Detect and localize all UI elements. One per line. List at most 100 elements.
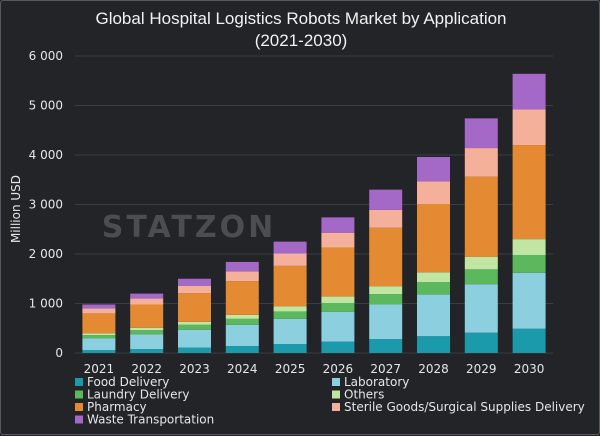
- x-tick-label: 2025: [275, 362, 306, 376]
- legend-entry: Pharmacy: [87, 400, 147, 414]
- x-tick-label: 2029: [466, 362, 497, 376]
- bar-segment: [417, 272, 450, 283]
- legend-swatch: [332, 403, 340, 411]
- bar-segment: [369, 227, 403, 287]
- legend-entry: Laboratory: [344, 375, 409, 389]
- bar-segment: [417, 336, 450, 353]
- legend-swatch: [75, 403, 83, 411]
- bars: [82, 73, 546, 353]
- y-tick-label: 1 000: [29, 297, 63, 311]
- y-axis-title: Million USD: [9, 175, 23, 243]
- bar-segment: [464, 148, 498, 177]
- bar-segment: [273, 265, 307, 307]
- y-axis-ticks: 0 1 000 2 000 3 000 4 000 5 000 6 000: [29, 49, 63, 360]
- bar-segment: [369, 304, 403, 340]
- legend: Food Delivery Laboratory Laundry Delivery O…: [75, 375, 585, 427]
- bar-segment: [464, 118, 498, 149]
- bar-segment: [130, 304, 164, 328]
- legend-entry: Laundry Delivery: [87, 388, 190, 402]
- bar-segment: [321, 217, 355, 233]
- bar-segment: [130, 349, 164, 353]
- bar-segment: [225, 346, 259, 353]
- watermark-logo: STATZON: [102, 210, 276, 245]
- bar-segment: [321, 232, 355, 248]
- bar-segment: [130, 298, 164, 305]
- bar-segment: [512, 272, 546, 329]
- legend-swatch: [332, 390, 340, 399]
- bar-segment: [417, 204, 450, 273]
- x-axis-ticks: 2021 2022 2023 2024 2025 2026 2027 2028 2029 2030: [84, 362, 545, 376]
- legend-entry: Waste Transportation: [87, 413, 214, 427]
- bar-segment: [273, 306, 307, 312]
- bar-segment: [464, 176, 498, 257]
- bar-segment: [417, 181, 450, 205]
- bar-segment: [178, 329, 211, 348]
- bar-segment: [225, 314, 259, 319]
- bar-segment: [178, 347, 211, 353]
- y-tick-label: 4 000: [29, 148, 63, 162]
- bar-segment: [82, 335, 116, 339]
- bar-segment: [321, 311, 355, 342]
- bar-segment: [321, 247, 355, 297]
- bar-segment: [417, 294, 450, 337]
- x-tick-label: 2023: [179, 362, 210, 376]
- bar-segment: [82, 338, 116, 351]
- bar-segment: [130, 334, 164, 350]
- bar-segment: [178, 278, 211, 286]
- bar-segment: [464, 332, 498, 353]
- legend-entry: Food Delivery: [87, 375, 169, 389]
- bar-segment: [512, 73, 546, 110]
- bar-segment: [225, 261, 259, 272]
- bar-segment: [512, 328, 546, 353]
- bar-segment: [178, 293, 211, 322]
- bar-segment: [178, 285, 211, 294]
- legend-swatch: [332, 378, 340, 386]
- bar-segment: [369, 339, 403, 353]
- bar-segment: [321, 341, 355, 353]
- x-tick-label: 2021: [84, 362, 115, 376]
- bar-segment: [369, 294, 403, 305]
- y-tick-label: 0: [55, 346, 63, 360]
- bar-segment: [82, 350, 116, 353]
- bar-segment: [512, 145, 546, 240]
- bar-segment: [273, 253, 307, 266]
- bar-segment: [369, 209, 403, 228]
- bar-segment: [82, 304, 116, 309]
- bar-segment: [464, 256, 498, 270]
- chart-title: Global Hospital Logistics Robots Market …: [95, 9, 506, 28]
- legend-entry: Sterile Goods/Surgical Supplies Delivery: [344, 400, 585, 414]
- bar-segment: [82, 333, 116, 336]
- x-tick-label: 2022: [131, 362, 162, 376]
- y-tick-label: 2 000: [29, 247, 63, 261]
- bar-segment: [512, 254, 546, 273]
- bar-segment: [130, 293, 164, 299]
- bar-segment: [321, 303, 355, 312]
- bar-segment: [369, 286, 403, 295]
- bar-segment: [417, 282, 450, 295]
- legend-swatch: [75, 378, 83, 386]
- bar-segment: [321, 296, 355, 304]
- bar-segment: [225, 281, 259, 315]
- bar-segment: [417, 156, 450, 182]
- bar-segment: [130, 330, 164, 335]
- bar-segment: [464, 284, 498, 333]
- x-tick-label: 2027: [370, 362, 401, 376]
- bar-segment: [369, 189, 403, 210]
- y-tick-label: 6 000: [29, 49, 63, 63]
- bar-segment: [464, 269, 498, 285]
- legend-swatch: [75, 415, 83, 424]
- bar-segment: [178, 321, 211, 325]
- y-tick-label: 5 000: [29, 99, 63, 113]
- bar-segment: [82, 308, 116, 314]
- legend-entry: Others: [344, 388, 384, 402]
- bar-segment: [225, 324, 259, 347]
- bar-segment: [273, 318, 307, 345]
- chart-subtitle: (2021-2030): [255, 31, 348, 50]
- x-tick-label: 2028: [418, 362, 449, 376]
- bar-segment: [273, 344, 307, 353]
- bar-segment: [82, 313, 116, 334]
- bar-segment: [225, 318, 259, 325]
- y-tick-label: 3 000: [29, 198, 63, 212]
